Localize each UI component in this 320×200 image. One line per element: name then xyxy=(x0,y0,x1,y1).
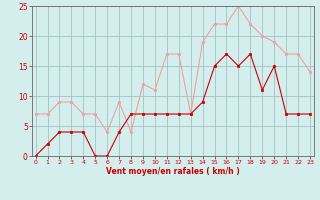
X-axis label: Vent moyen/en rafales ( km/h ): Vent moyen/en rafales ( km/h ) xyxy=(106,167,240,176)
